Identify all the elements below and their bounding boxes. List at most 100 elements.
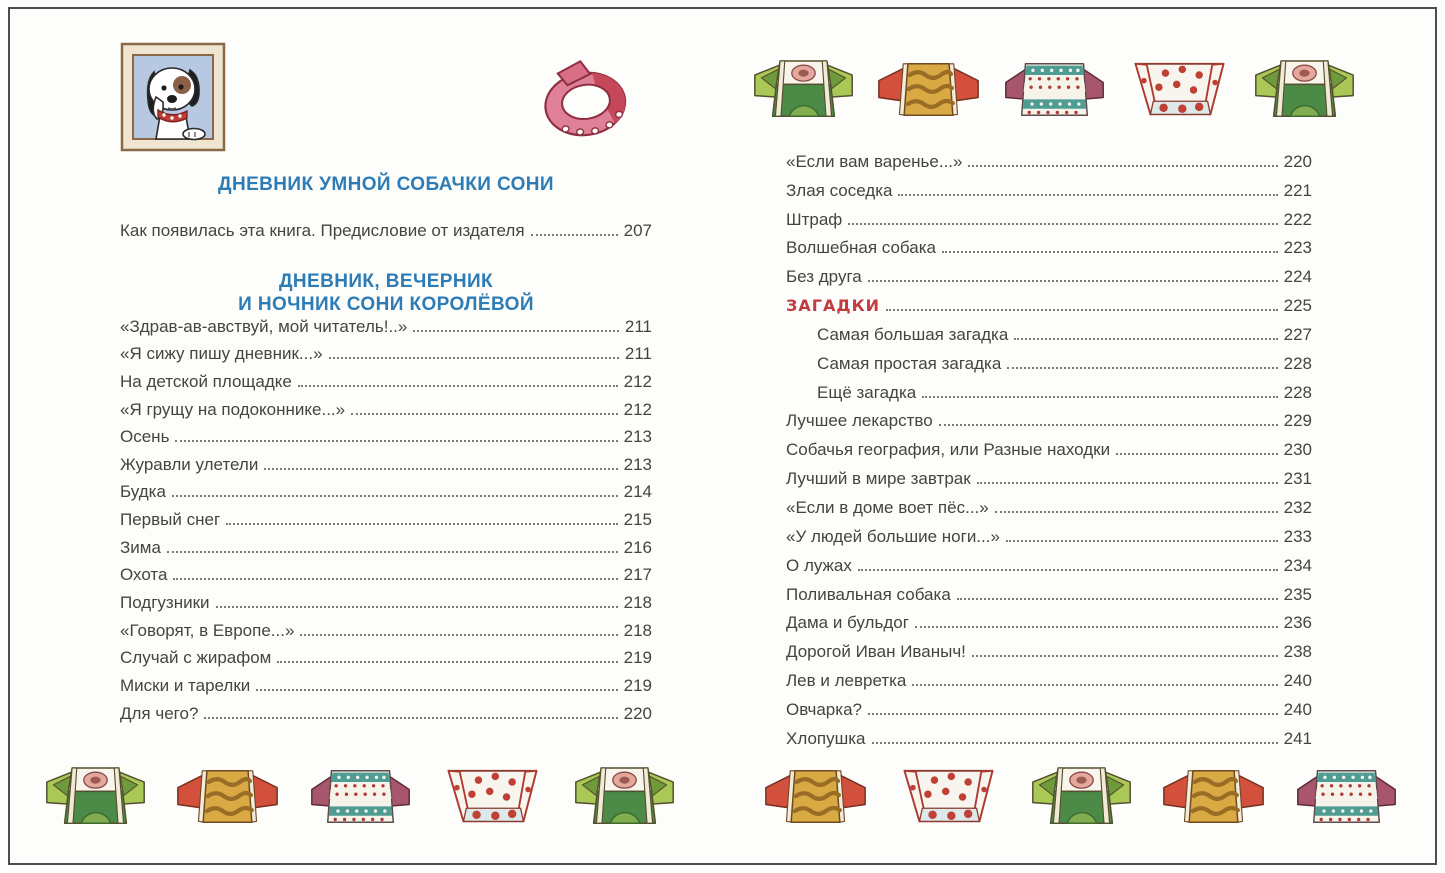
- toc-entry-page-number: 233: [1283, 526, 1312, 546]
- toc-entry-page-number: 240: [1283, 699, 1312, 719]
- toc-entry-page-number: 218: [623, 593, 652, 613]
- toc-entry-page-number: 219: [623, 675, 652, 695]
- candy-bowl-gold-icon: [877, 56, 980, 124]
- toc-leader-dots: [351, 412, 618, 415]
- toc-entry-page-number: 214: [623, 482, 652, 502]
- toc-entry-page-number: 232: [1283, 497, 1312, 517]
- framed-puppy-portrait-illustration: [120, 42, 226, 152]
- toc-entry-row: О лужах 234: [786, 547, 1312, 576]
- toc-entry-title: Лев и левретка: [786, 671, 907, 691]
- toc-entry-page-number: 212: [623, 399, 652, 419]
- toc-entry-row: Дорогой Иван Иваныч! 238: [786, 633, 1312, 662]
- toc-entry-title: Случай с жирафом: [120, 648, 272, 668]
- toc-leader-dots: [941, 251, 1278, 254]
- toc-entry-page-number: 223: [1283, 238, 1312, 258]
- toc-entry-row: Журавли улетели 213: [120, 447, 652, 475]
- section-title-diary-evening: ДНЕВНИК, ВЕЧЕРНИК И НОЧНИК СОНИ КОРОЛЁВО…: [120, 270, 652, 316]
- toc-entry-title: Хлопушка: [786, 728, 866, 748]
- toc-entry-page-number: 231: [1283, 469, 1312, 489]
- toc-entry-title: О лужах: [786, 555, 852, 575]
- toc-entry-title: Дама и бульдог: [786, 613, 909, 633]
- toc-entry-title: «Если вам варенье...»: [786, 151, 963, 171]
- toc-leader-dots: [848, 222, 1278, 225]
- candy-bowl-stripe-icon: [1003, 56, 1106, 124]
- toc-leader-dots: [166, 550, 618, 553]
- toc-leader-dots: [912, 684, 1278, 687]
- toc-entry-page-number: 218: [623, 620, 652, 640]
- toc-leader-dots: [328, 357, 619, 360]
- toc-entry-title: Лучшее лекарство: [786, 411, 933, 431]
- toc-leader-dots: [1116, 453, 1278, 456]
- toc-entry-row: На детской площадке 212: [120, 364, 652, 392]
- toc-entry-row: Лев и левретка 240: [786, 662, 1312, 691]
- toc-entry-page-number: 235: [1283, 584, 1312, 604]
- candy-bowl-green-icon: [1030, 763, 1133, 831]
- candy-bowl-gold-icon: [764, 763, 867, 831]
- toc-leader-dots: [297, 384, 618, 387]
- toc-entry-title: Будка: [120, 482, 166, 502]
- toc-leader-dots: [867, 280, 1278, 283]
- toc-entry-row: «Здрав-ав-авствуй, мой читатель!..» 211: [120, 309, 652, 337]
- toc-leader-dots: [886, 309, 1278, 312]
- toc-leader-dots: [976, 482, 1278, 485]
- toc-leader-dots: [994, 510, 1278, 513]
- toc-entry-row: «Говорят, в Европе...» 218: [120, 613, 652, 641]
- toc-list-right: «Если вам варенье...» 220 Злая соседка 221 Ш…: [786, 143, 1312, 749]
- toc-entry-title: «Говорят, в Европе...»: [120, 620, 295, 640]
- candy-bowl-gold-icon: [176, 763, 279, 831]
- toc-entry-title: Лучший в мире завтрак: [786, 469, 971, 489]
- candy-row-top-right: [752, 56, 1356, 124]
- toc-leader-dots: [204, 716, 618, 719]
- toc-entry-page-number: 211: [624, 344, 652, 364]
- candy-bowl-green-icon: [44, 763, 147, 831]
- toc-leader-dots: [215, 606, 618, 609]
- candy-bowl-green-icon: [752, 56, 855, 124]
- toc-entry-title: Как появилась эта книга. Предисловие от …: [120, 221, 525, 240]
- toc-entry-row: «Я грущу на подоконнике...» 212: [120, 392, 652, 420]
- candy-bowl-gold-icon: [1162, 763, 1265, 831]
- toc-entry-title: Осень: [120, 427, 170, 447]
- toc-entry-row: Самая простая загадка 228: [786, 345, 1312, 374]
- toc-leader-dots: [256, 688, 618, 691]
- toc-entry-title: Собачья география, или Разные находки: [786, 440, 1111, 460]
- toc-entry-page-number: 212: [623, 371, 652, 391]
- toc-entry-page-number: 228: [1283, 353, 1312, 373]
- candy-row-bottom-left: [44, 763, 676, 831]
- toc-entry-page-number: 240: [1283, 671, 1312, 691]
- toc-entry-row: Овчарка? 240: [786, 691, 1312, 720]
- toc-entry-title: ЗАГАДКИ: [786, 296, 881, 316]
- toc-leader-dots: [867, 712, 1278, 715]
- toc-entry-row: «Я сижу пишу дневник...» 211: [120, 337, 652, 365]
- toc-entry-page-number: 230: [1283, 440, 1312, 460]
- toc-list-left: «Здрав-ав-авствуй, мой читатель!..» 211 «Я…: [120, 309, 652, 724]
- toc-entry-title: Самая большая загадка: [817, 324, 1009, 344]
- toc-entry-row: Осень 213: [120, 420, 652, 448]
- toc-leader-dots: [1007, 366, 1278, 369]
- candy-bowl-dots-icon: [441, 763, 544, 831]
- toc-entry-row: Лучшее лекарство 229: [786, 403, 1312, 432]
- toc-entry-row: Штраф 222: [786, 201, 1312, 230]
- toc-entry-page-number: 228: [1283, 382, 1312, 402]
- toc-entry-page-number: 227: [1283, 324, 1312, 344]
- toc-section-heading-row: ЗАГАДКИ 225: [786, 287, 1312, 316]
- toc-leader-dots: [971, 655, 1278, 658]
- candy-row-bottom-right: [764, 763, 1398, 831]
- toc-leader-dots: [530, 234, 618, 236]
- toc-leader-dots: [173, 578, 618, 581]
- toc-entry-title: «Если в доме воет пёс...»: [786, 497, 989, 517]
- toc-entry-page-number: 211: [624, 316, 652, 336]
- candy-bowl-stripe-icon: [309, 763, 412, 831]
- toc-leader-dots: [922, 395, 1278, 398]
- toc-entry-page-number: 229: [1283, 411, 1312, 431]
- toc-leader-dots: [300, 633, 618, 636]
- toc-entry-page-number: 241: [1283, 728, 1312, 748]
- toc-entry-row: «Если вам варенье...» 220: [786, 143, 1312, 172]
- toc-entry-row: «У людей большие ноги...» 233: [786, 518, 1312, 547]
- toc-leader-dots: [857, 568, 1278, 571]
- toc-list-preface: Как появилась эта книга. Предисловие от …: [120, 205, 652, 241]
- toc-entry-page-number: 219: [623, 648, 652, 668]
- toc-entry-row: Собачья география, или Разные находки 230: [786, 431, 1312, 460]
- toc-entry-page-number: 225: [1283, 296, 1312, 316]
- toc-entry-title: Зима: [120, 537, 161, 557]
